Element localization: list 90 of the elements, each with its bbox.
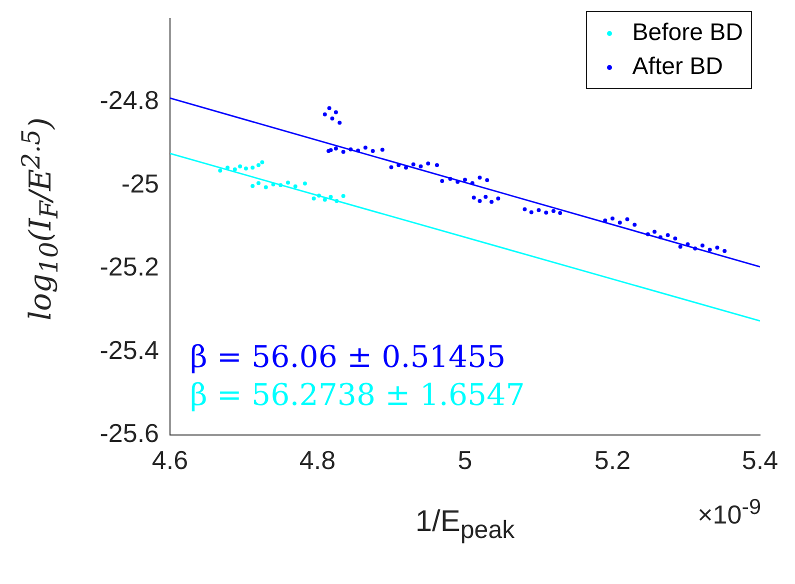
y-tick-label: -24.8 xyxy=(100,85,159,116)
point xyxy=(322,112,327,116)
point xyxy=(278,183,283,188)
point xyxy=(544,210,548,215)
point xyxy=(632,222,637,227)
point xyxy=(448,176,452,181)
point xyxy=(380,148,384,152)
point xyxy=(536,208,541,212)
point xyxy=(658,235,662,240)
point xyxy=(496,196,500,200)
x-tick-label: 4.8 xyxy=(299,444,336,475)
point xyxy=(490,200,494,204)
point xyxy=(334,110,338,114)
point xyxy=(293,184,298,188)
point xyxy=(478,176,482,180)
point xyxy=(256,181,260,186)
point xyxy=(666,233,670,238)
point xyxy=(396,163,401,168)
point xyxy=(652,230,657,234)
point xyxy=(478,198,482,203)
point xyxy=(603,218,608,223)
annotation: β = 56.2738 ± 1.6547 xyxy=(190,378,525,413)
point xyxy=(334,146,338,151)
point xyxy=(440,178,444,183)
point xyxy=(328,194,333,199)
point xyxy=(226,166,230,170)
y-tick-label: -25.2 xyxy=(100,252,159,282)
text: ×10$^{-9}$ xyxy=(698,494,761,531)
point xyxy=(389,165,394,170)
point xyxy=(322,198,327,202)
point xyxy=(341,194,346,198)
point xyxy=(484,194,488,199)
point xyxy=(472,196,476,200)
point xyxy=(363,146,368,150)
point xyxy=(552,208,556,213)
point xyxy=(238,164,242,168)
point xyxy=(418,164,423,168)
point xyxy=(244,166,248,171)
x-tick-label: 5.2 xyxy=(594,444,631,475)
point xyxy=(356,148,360,153)
point xyxy=(330,116,334,121)
point xyxy=(625,217,630,222)
point xyxy=(722,248,727,253)
point xyxy=(302,181,307,186)
point xyxy=(411,162,416,166)
legend-label: After BD xyxy=(632,52,723,82)
point xyxy=(250,184,255,188)
point xyxy=(250,166,255,170)
point xyxy=(286,180,290,185)
point xyxy=(264,185,268,190)
point xyxy=(404,166,408,170)
point xyxy=(673,236,678,240)
point xyxy=(260,160,264,164)
x-tick-label: 5 xyxy=(458,444,472,475)
point xyxy=(218,168,222,173)
point xyxy=(348,147,353,152)
x-axis-title: 1/E$_{peak}$ xyxy=(415,505,515,544)
point xyxy=(700,244,704,248)
point xyxy=(715,246,720,250)
point xyxy=(470,181,474,186)
point xyxy=(271,182,276,186)
point xyxy=(708,248,712,252)
point xyxy=(334,198,339,203)
point xyxy=(232,167,237,172)
point xyxy=(686,242,690,246)
point xyxy=(312,196,316,200)
point xyxy=(426,162,430,166)
point xyxy=(341,150,346,154)
annotation: β = 56.06 ± 0.51455 xyxy=(190,340,506,375)
x-tick-label: 5.4 xyxy=(742,444,778,475)
point xyxy=(338,120,342,125)
point xyxy=(529,210,534,214)
point xyxy=(456,180,460,184)
point xyxy=(610,216,614,220)
y-tick-label: -25.4 xyxy=(100,334,159,365)
point xyxy=(463,178,467,182)
point xyxy=(693,246,698,250)
point xyxy=(485,178,490,182)
point xyxy=(678,244,682,249)
legend-label: Before BD xyxy=(632,18,743,48)
point xyxy=(370,149,375,154)
y-tick-label: -25 xyxy=(121,168,159,198)
point xyxy=(316,194,321,198)
point xyxy=(558,211,562,216)
point xyxy=(522,207,527,212)
point xyxy=(434,163,439,168)
point xyxy=(327,106,332,110)
point xyxy=(256,163,260,168)
point xyxy=(618,220,622,225)
point xyxy=(646,232,650,236)
